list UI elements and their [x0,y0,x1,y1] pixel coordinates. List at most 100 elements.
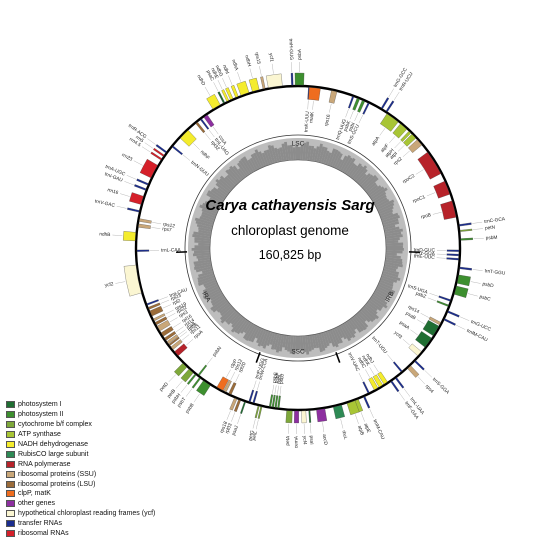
gc-bar [240,320,251,334]
gc-bar [302,142,307,161]
legend-swatch [6,460,15,468]
gc-bar [360,174,374,188]
gc-bar [366,301,378,312]
gc-bar [361,306,377,321]
gene-block-trnN-GUU [172,145,183,156]
legend-item: photosystem I [6,400,206,410]
gene-block-rps8 [166,334,179,344]
gc-bar [376,285,394,297]
gene-label-ycf4: ycf4 [301,436,307,445]
gc-bar [339,155,351,172]
gc-bar [281,143,287,162]
gc-bar [322,150,330,165]
gene-label-rbcL: rbcL [340,430,348,441]
gc-bar [254,149,265,168]
gc-bar [369,297,384,309]
gene-label-trnT-GGU: trnT-GGU [484,268,506,277]
gene-label-rps14: rps14 [407,304,421,315]
gc-bar [273,333,280,350]
gc-bar [331,150,341,168]
gc-bar [355,313,369,328]
gc-bar [289,144,294,161]
gc-bar [331,328,341,345]
region-label-ira: IRA [200,290,212,303]
gene-label-psbK: psbK [343,119,353,132]
gc-bar [375,199,390,209]
gc-bar [266,331,274,347]
gc-bar [201,211,216,219]
gene-label-trnN-GUU: trnN-GUU [189,160,210,178]
gc-bar [284,335,289,351]
gene-label-rpl36: rpl36 [187,322,199,333]
gc-bar [316,143,323,163]
gc-bar [193,250,211,254]
gene-label-rps12: rps12 [163,222,176,230]
gene-label-trnK-UUU: trnK-UUU [303,111,310,133]
legend-label: hypothetical chloroplast reading frames … [18,510,156,518]
gc-bar [266,149,274,165]
gene-block-petN [459,228,473,232]
region-label-lsc: LSC [292,141,305,148]
gc-bar [385,257,403,262]
gene-label-psbB: psbB [184,402,195,414]
gene-label-trnH-GUG: trnH-GUG [287,38,294,60]
gene-block-trnL-UAA [395,377,405,389]
gc-bar [226,174,238,186]
legend-label: clpP, matK [18,490,51,498]
gc-bar [314,146,320,162]
gc-bar [193,264,212,270]
gene-block-ndhE [221,89,230,102]
gene-block-trnR-UCU [385,100,395,112]
gene-label-rpl23: rpl23 [170,293,182,303]
gene-label-ycf1: ycf1 [267,53,274,63]
gene-block-trnI-CAU [146,299,159,306]
gc-bar [263,150,271,166]
gene-label-ndhI: ndhI [221,64,230,75]
gene-block-ycf3 [408,343,422,356]
gene-block-petL [257,406,263,419]
gene-block-trnI-GAU [134,184,147,191]
gc-bar [376,199,395,211]
gc-bar [276,148,282,162]
gene-block-trnV-GAC [127,207,140,213]
gene-label-petG: petG [247,429,255,441]
gc-bar [207,190,225,203]
gene-block-ycf2 [123,264,142,297]
gene-label-ycf3: ycf3 [393,330,404,341]
genome-backbone [134,84,462,412]
gc-bar [337,155,348,171]
gene-block-rpoC2 [417,152,442,180]
gc-bar [380,211,394,219]
gc-bar [257,329,267,347]
gc-bar [227,168,241,183]
gc-bar [289,335,294,354]
gene-label-rps4: rps4 [424,384,435,395]
gc-content-ring [184,134,412,362]
gc-bar [335,159,343,170]
gc-bar [201,208,217,217]
gene-block-trnH-GUG [290,72,294,86]
legend-label: other genes [18,500,55,508]
gene-label-psbJ: psbJ [279,373,286,384]
gene-block-psbN [198,364,208,376]
gc-bar [253,152,263,169]
gene-block-rpl33 [233,399,241,413]
gene-label-psbN: psbN [211,345,223,358]
gene-block-rps7 [138,223,151,229]
gene-label-clpP: clpP [229,358,239,369]
gene-block-rps4 [407,365,420,378]
gc-bar [373,292,387,302]
gene-block-trnL-CAA [136,249,150,252]
gc-bar [245,324,257,342]
gc-bar [230,313,241,325]
gene-label-rpl16: rpl16 [181,313,194,324]
gc-bar [224,176,236,188]
gc-bar [231,314,243,328]
gene-block-rpl36 [168,336,180,346]
gene-label-rpl2: rpl2 [172,298,182,307]
gc-bar [191,248,211,251]
gc-bar [370,187,388,201]
legend-item: clpP, matK [6,489,206,499]
legend-swatch [6,480,15,488]
gc-bar [250,326,261,343]
